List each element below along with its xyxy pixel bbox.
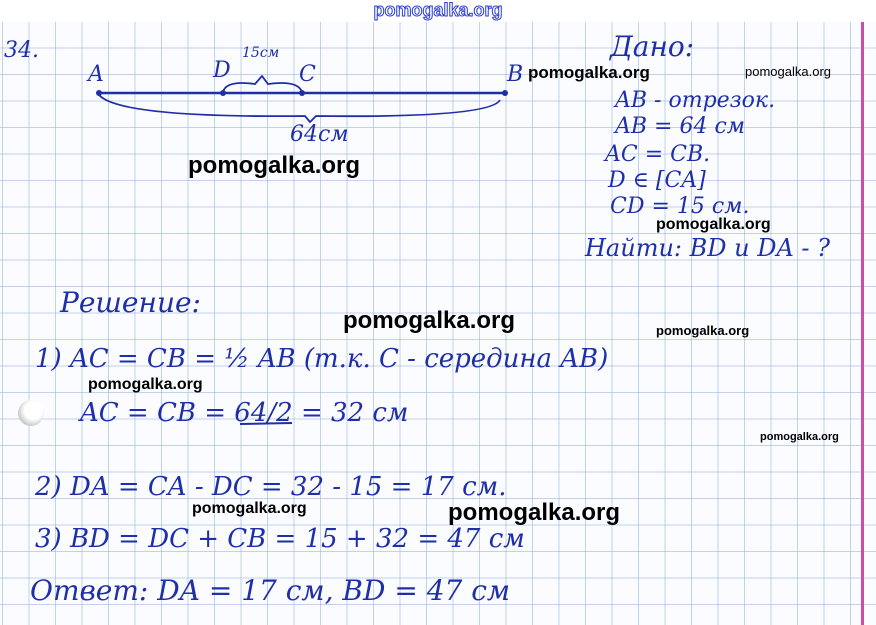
brace-ab — [98, 94, 501, 124]
watermark: pomogalka.org — [343, 307, 516, 334]
given-line: AC = CB. — [605, 142, 711, 167]
watermark: pomogalka.org — [745, 64, 831, 79]
watermark: pomogalka.org — [656, 323, 750, 338]
label-a: A — [88, 62, 104, 87]
given-line: AB = 64 см — [615, 114, 746, 139]
punch-hole — [18, 400, 44, 426]
label-d: D — [213, 58, 231, 83]
given-title: Дано: — [610, 30, 695, 63]
solution-title: Решение: — [60, 286, 201, 319]
watermark: pomogalka.org — [528, 63, 650, 82]
answer-line: Ответ: DA = 17 см, BD = 47 см — [30, 574, 511, 607]
fraction-bar — [239, 422, 293, 425]
watermark: pomogalka.org — [656, 216, 771, 233]
watermark: pomogalka.org — [448, 499, 621, 526]
watermark: pomogalka.org — [88, 376, 203, 393]
label-ab-length: 64см — [290, 122, 349, 147]
watermark: pomogalka.org — [188, 152, 361, 179]
problem-number: 34. — [4, 38, 39, 63]
watermark: pomogalka.org — [760, 431, 839, 443]
point-b — [502, 90, 508, 96]
given-line: D ∈ [CA] — [608, 168, 706, 193]
given-line: CD = 15 см. — [610, 194, 750, 219]
brace-dc — [222, 74, 303, 93]
find-line: Найти: BD и DA - ? — [585, 234, 831, 262]
point-a — [96, 90, 102, 96]
watermark: pomogalka.org — [192, 500, 307, 517]
margin-line — [861, 22, 864, 625]
solution-step: 1) AC = CB = ½ AB (т.к. C - середина AB) — [35, 344, 609, 374]
solution-step: 3) BD = DC + CB = 15 + 32 = 47 см — [35, 524, 525, 554]
solution-step: 2) DA = CA - DC = 32 - 15 = 17 см. — [35, 472, 507, 502]
given-line: AB - отрезок. — [615, 88, 776, 113]
point-d — [220, 90, 226, 96]
label-c: C — [299, 62, 316, 87]
solution-step: AC = CB = 64/2 = 32 см — [80, 398, 409, 428]
point-c — [299, 90, 305, 96]
label-b: B — [507, 62, 524, 87]
label-dc-length: 15см — [242, 45, 280, 61]
top-watermark: pomogalka.org — [0, 0, 876, 22]
